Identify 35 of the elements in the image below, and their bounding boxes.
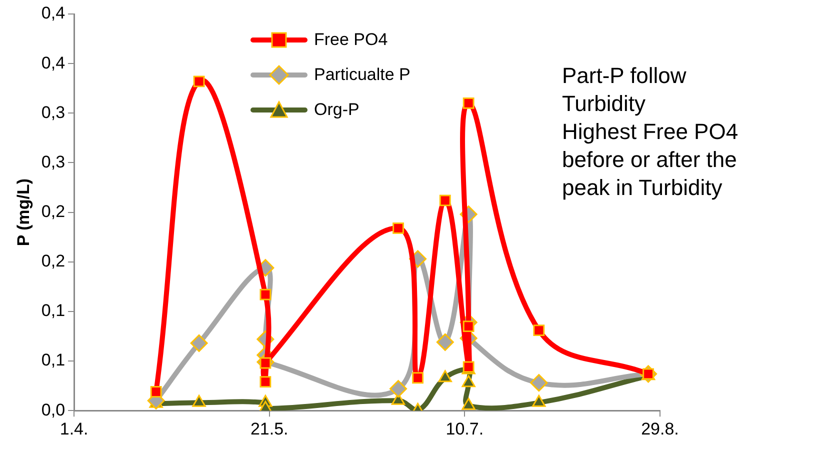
point (530, 374, 548, 392)
point (462, 375, 476, 388)
legend-label: Free PO4 (314, 30, 388, 50)
point (462, 320, 474, 332)
y-tick-label: 0,1 (41, 350, 66, 370)
point (150, 386, 162, 398)
y-tick-label: 0,0 (41, 400, 66, 420)
point (412, 372, 424, 384)
point (193, 76, 205, 88)
point (533, 324, 545, 336)
x-tick-label: 21.5. (250, 419, 288, 438)
legend-label: Org-P (314, 100, 360, 120)
point (260, 288, 272, 300)
point (190, 334, 208, 352)
x-tick-label: 1.4. (60, 419, 88, 438)
legend-label: Particualte P (314, 64, 410, 84)
y-tick-label: 0,2 (41, 252, 66, 271)
y-tick-label: 0,4 (41, 4, 66, 23)
y-tick-label: 0,1 (41, 301, 66, 320)
y-tick-label: 0,3 (41, 102, 66, 122)
y-tick-label: 0,4 (41, 53, 66, 72)
y-tick-label: 0,2 (41, 202, 66, 221)
annotation: Part-P follow Turbidity Highest Free PO4 before or after the peak in Turbidity (562, 62, 738, 202)
x-tick-label: 10.7. (446, 419, 484, 438)
point (390, 380, 408, 398)
point (260, 376, 272, 388)
point (260, 357, 272, 369)
point (392, 222, 404, 234)
point (462, 98, 474, 109)
x-tick-label: 29.8. (641, 419, 679, 438)
y-tick-label: 0,3 (41, 152, 66, 172)
y-axis-title: P (mg/L) (14, 178, 33, 246)
point (438, 370, 452, 382)
point (439, 194, 451, 206)
point (436, 333, 454, 351)
